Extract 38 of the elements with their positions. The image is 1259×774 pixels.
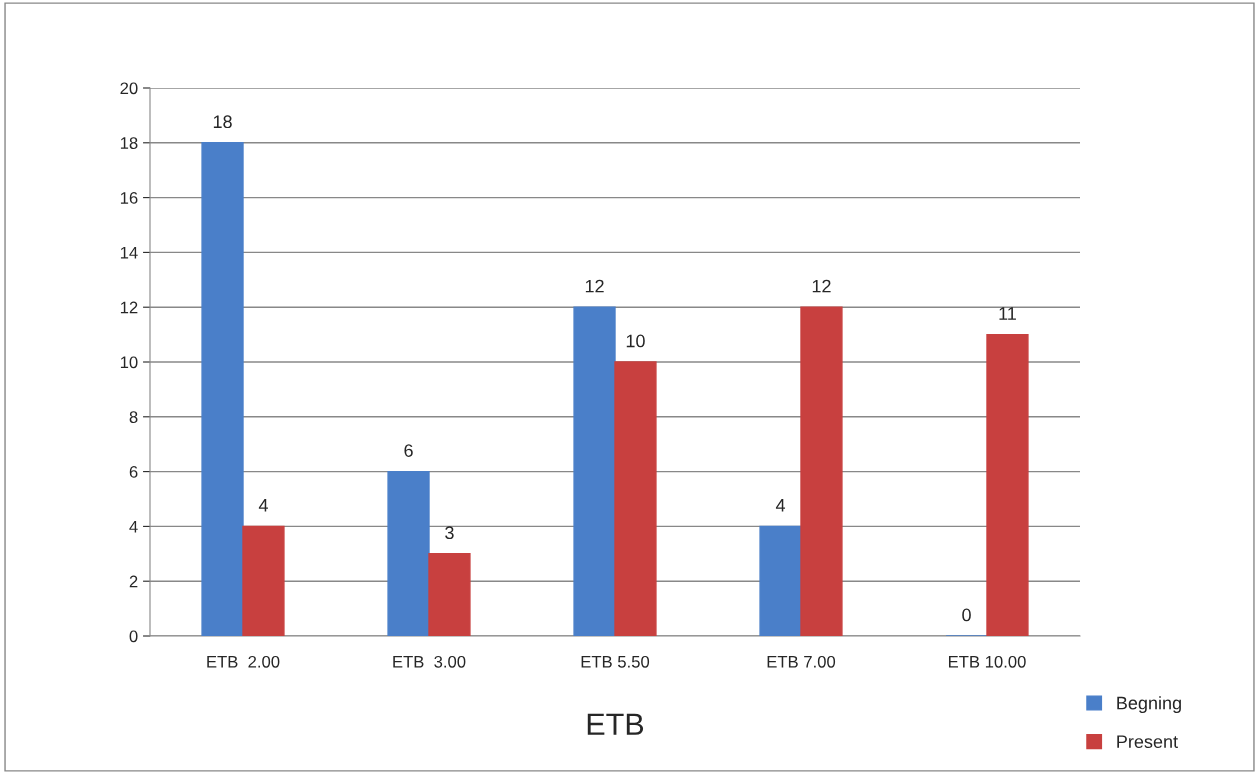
y-tick-label: 14 xyxy=(120,246,138,259)
bar xyxy=(759,525,802,636)
y-tick-label: 8 xyxy=(129,411,138,423)
y-tick-label: 0 xyxy=(129,630,138,643)
x-tick-label: ETB 7.00 xyxy=(767,655,836,668)
bar xyxy=(428,553,471,636)
bar xyxy=(986,333,1029,636)
bar xyxy=(387,470,430,636)
y-tick-label: 12 xyxy=(120,301,138,314)
data-label: 18 xyxy=(213,115,232,129)
x-tick-label: ETB 10.00 xyxy=(948,655,1026,668)
y-tick-label: 2 xyxy=(129,575,138,588)
bar xyxy=(614,361,657,636)
bar xyxy=(201,142,244,636)
y-tick-label: 10 xyxy=(120,356,138,369)
x-tick-label: ETB 2.00 xyxy=(207,655,280,668)
y-tick-label: 4 xyxy=(129,520,138,533)
bar xyxy=(573,306,616,636)
x-tick-label: ETB 5.50 xyxy=(581,655,650,668)
data-label: 12 xyxy=(585,279,604,293)
x-axis-title: ETB xyxy=(587,713,644,735)
data-label: 12 xyxy=(812,279,831,293)
bar xyxy=(800,306,843,636)
y-tick-label: 20 xyxy=(120,82,138,95)
data-label: 3 xyxy=(445,526,454,540)
y-tick-label: 16 xyxy=(120,192,138,204)
legend-label: Present xyxy=(1117,735,1178,749)
data-label: 4 xyxy=(775,499,786,512)
data-label: 4 xyxy=(258,499,268,512)
y-tick-label: 18 xyxy=(120,137,138,149)
bar xyxy=(242,525,285,636)
y-tick-label: 6 xyxy=(129,466,138,478)
legend-label: Begning xyxy=(1117,696,1181,714)
data-label: 11 xyxy=(999,307,1016,320)
data-label: 6 xyxy=(404,444,413,457)
data-label: 0 xyxy=(962,608,971,622)
data-label: 10 xyxy=(626,334,645,348)
x-tick-label: ETB 3.00 xyxy=(393,655,466,668)
